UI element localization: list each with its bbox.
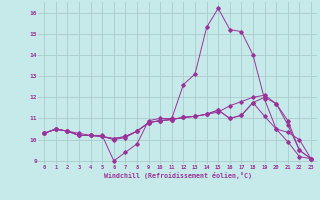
X-axis label: Windchill (Refroidissement éolien,°C): Windchill (Refroidissement éolien,°C) bbox=[104, 172, 252, 179]
